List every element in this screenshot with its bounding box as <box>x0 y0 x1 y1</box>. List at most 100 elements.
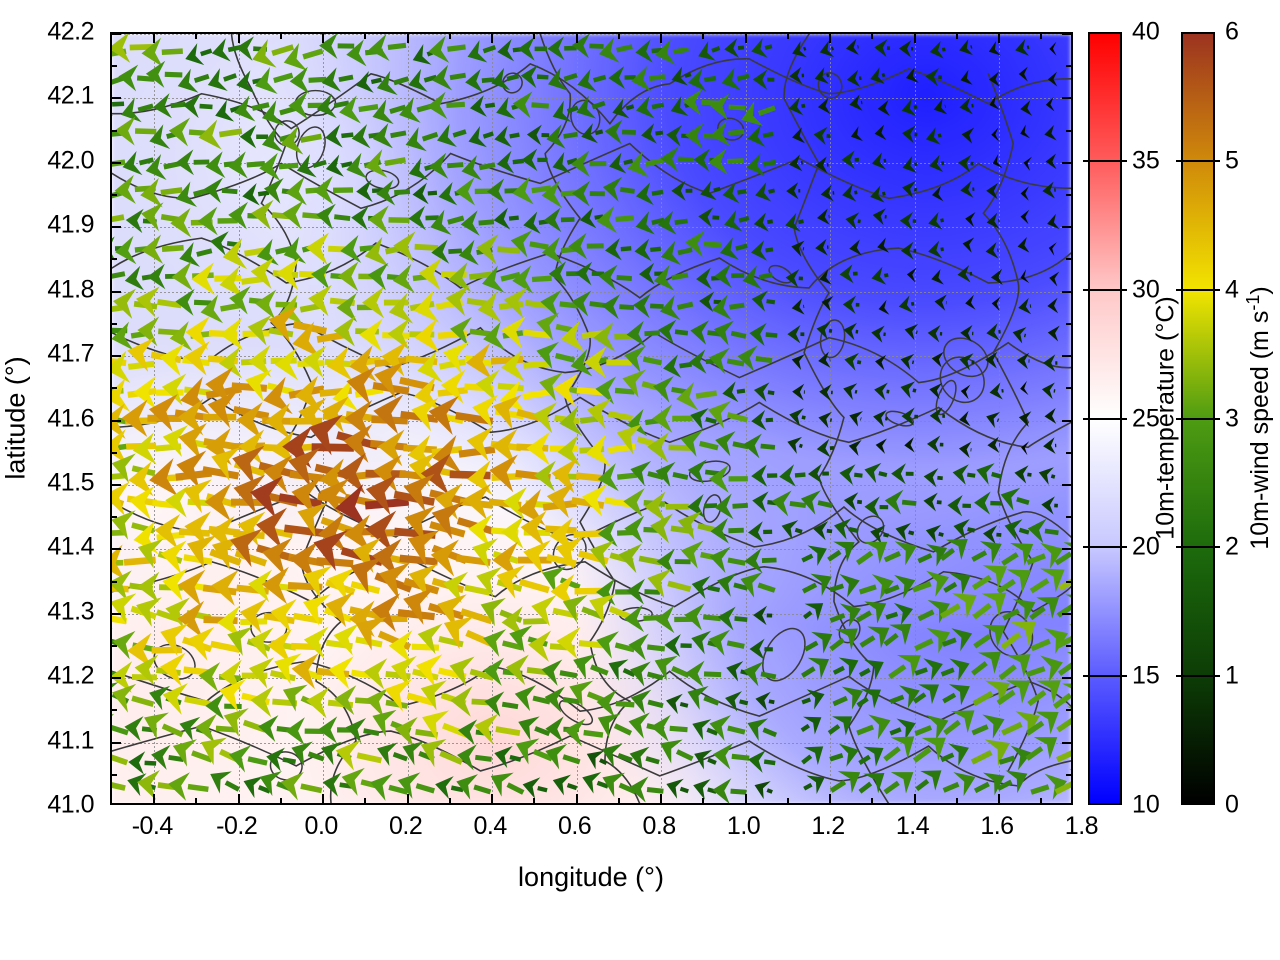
gridline-vertical <box>830 34 832 803</box>
axis-tick-minor <box>786 798 789 803</box>
wind-vector-arrow <box>943 573 971 595</box>
wind-vector-arrow <box>200 294 242 324</box>
wind-vector-arrow <box>708 347 745 374</box>
wind-vector-arrow <box>1020 124 1031 139</box>
wind-vector-arrow <box>985 242 999 259</box>
wind-vector-arrow <box>815 238 829 256</box>
wind-vector-arrow <box>112 713 129 741</box>
wind-vector-arrow <box>843 383 858 400</box>
wind-vector-arrow <box>112 752 129 766</box>
wind-vector-arrow <box>856 714 891 740</box>
wind-vector-arrow <box>724 209 750 232</box>
wind-vector-arrow <box>666 778 689 799</box>
axis-tick-minor <box>112 258 117 261</box>
wind-vector-arrow <box>560 320 608 352</box>
axis-tick <box>1062 355 1071 358</box>
wind-vector-arrow <box>112 780 126 791</box>
axis-tick-minor <box>1066 709 1071 712</box>
wind-vector-arrow <box>222 238 270 270</box>
wind-vector-arrow <box>325 124 354 148</box>
wind-vector-arrow <box>804 631 833 654</box>
axis-tick-minor <box>1066 65 1071 68</box>
axis-tick <box>1062 548 1071 551</box>
wind-vector-arrow <box>442 571 491 604</box>
wind-vector-arrow <box>676 381 718 411</box>
wind-vector-arrow <box>602 772 637 798</box>
wind-vector-arrow <box>1041 382 1056 400</box>
wind-vector-arrow <box>604 119 636 145</box>
wind-vector-arrow <box>751 464 778 487</box>
wind-vector-arrow <box>321 67 354 92</box>
wind-vector-arrow <box>370 773 409 801</box>
axis-tick-minor <box>1066 387 1071 390</box>
wind-vector-arrow <box>737 345 773 372</box>
wind-vector-arrow <box>929 382 943 400</box>
wind-vector-arrow <box>469 95 496 117</box>
wind-vector-arrow <box>1030 628 1068 655</box>
wind-vector-arrow <box>842 184 858 202</box>
wind-vector-arrow <box>596 205 634 234</box>
wind-vector-arrow <box>195 713 238 744</box>
wind-vector-arrow <box>849 94 863 111</box>
wind-vector-arrow <box>397 772 435 799</box>
axis-tick-minor <box>112 516 117 519</box>
wind-vector-arrow <box>1025 711 1059 736</box>
wind-vector-arrow <box>986 212 1000 230</box>
wind-vector-arrow <box>813 126 831 145</box>
wind-vector-arrow <box>817 97 831 114</box>
axis-tick <box>153 794 156 803</box>
wind-vector-arrow <box>626 320 660 347</box>
wind-vector-arrow <box>698 207 720 228</box>
axis-tick <box>112 677 121 680</box>
wind-vector-arrow <box>372 123 407 149</box>
wind-vector-arrow <box>889 718 916 740</box>
wind-vector-arrow <box>957 265 973 283</box>
wind-vector-arrow <box>849 239 862 256</box>
axis-tick-minor <box>871 34 874 39</box>
wind-vector-arrow <box>501 606 547 638</box>
wind-vector-arrow <box>234 95 270 122</box>
axis-tick <box>237 794 240 803</box>
wind-vector-arrow <box>531 595 579 627</box>
wind-vector-arrow <box>874 382 890 401</box>
wind-vector-arrow <box>512 91 549 119</box>
wind-vector-arrow <box>781 520 803 540</box>
axis-tick-minor <box>195 34 198 39</box>
wind-vector-arrow <box>942 772 976 797</box>
wind-vector-arrow <box>571 180 605 207</box>
axis-tick-minor <box>112 644 117 647</box>
wind-vector-arrow <box>801 689 825 710</box>
wind-vector-arrow <box>1056 624 1071 650</box>
axis-tick-minor <box>1066 322 1071 325</box>
wind-vector-arrow <box>925 127 942 145</box>
wind-vector-arrow <box>546 124 578 149</box>
wind-vector-arrow <box>474 713 521 745</box>
wind-vector-arrow <box>517 37 548 61</box>
gridline-horizontal <box>112 34 1071 35</box>
wind-vector-arrow <box>437 123 467 148</box>
wind-vector-arrow <box>520 65 549 89</box>
wind-vector-arrow <box>296 154 327 178</box>
wind-vector-arrow <box>724 38 745 58</box>
wind-vector-arrow <box>878 299 890 315</box>
wind-vector-arrow <box>974 491 1002 515</box>
wind-vector-arrow <box>800 490 833 515</box>
wind-vector-arrow <box>883 736 915 762</box>
wind-vector-arrow <box>372 99 407 125</box>
wind-vector-arrow <box>902 125 918 144</box>
wind-vector-arrow <box>989 95 1000 110</box>
wind-vector-arrow <box>914 715 949 740</box>
wind-vector-arrow <box>785 269 804 288</box>
y-tick-label-41.6: 41.6 <box>47 404 94 432</box>
wind-vector-arrow <box>821 296 834 312</box>
wind-vector-arrow <box>858 746 884 767</box>
wind-vector-arrow <box>210 771 241 794</box>
wind-vector-arrow <box>915 770 942 792</box>
wind-vector-arrow <box>1055 748 1071 763</box>
x-tick-label-1.8: 1.8 <box>1064 812 1099 840</box>
wind-vector-arrow <box>136 597 181 627</box>
wind-vector-arrow <box>709 714 746 742</box>
wind-vector-arrow <box>175 149 210 176</box>
wind-vector-arrow <box>700 180 721 201</box>
wind-vector-arrow <box>942 684 970 706</box>
